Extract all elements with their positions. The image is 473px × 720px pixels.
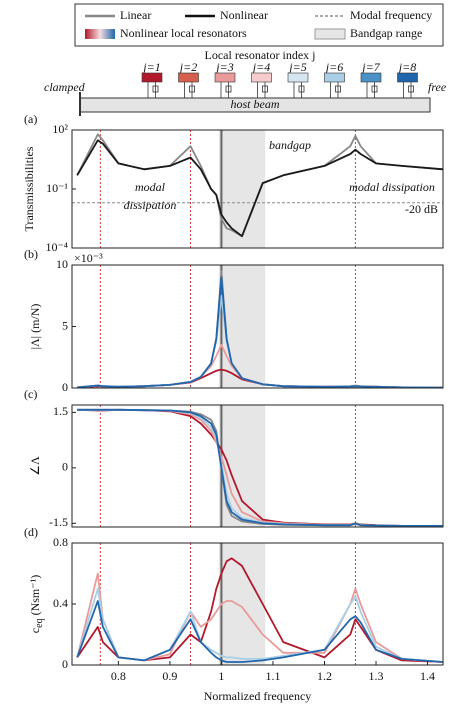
y-tick-label: 0 — [62, 460, 68, 474]
annotation: dissipation — [124, 198, 177, 212]
legend-label: Nonlinear — [220, 8, 268, 22]
y-tick-label: 0 — [62, 657, 68, 671]
x-tick-label: 1.4 — [420, 669, 435, 683]
y-tick-label: 10⁻¹ — [46, 181, 68, 195]
beam-label: host beam — [231, 97, 280, 111]
clamped-label: clamped — [44, 80, 86, 94]
legend-label: Nonlinear local resonators — [120, 26, 247, 40]
schematic-title: Local resonator index j — [205, 48, 316, 62]
annotation: -20 dB — [405, 202, 438, 216]
x-tick-label: 0.9 — [162, 669, 177, 683]
series-line — [76, 139, 444, 238]
x-tick-label: 1.1 — [265, 669, 280, 683]
x-tick-label: 1.2 — [317, 669, 332, 683]
y-axis-label-main: c — [28, 628, 42, 633]
annotation: modal dissipation — [349, 180, 435, 194]
x-tick-label: 1 — [218, 669, 224, 683]
x-axis-label: Normalized frequency — [204, 689, 312, 703]
series-line — [77, 276, 444, 389]
resonator-label: j=6 — [324, 60, 343, 74]
legend-label: Linear — [120, 8, 151, 22]
legend-swatch — [85, 29, 115, 39]
resonator-label: j=2 — [178, 60, 197, 74]
y-axis-label-sub: eq — [34, 618, 45, 627]
legend-box — [74, 3, 444, 47]
y-tick-label: 5 — [62, 318, 68, 332]
panel-label: (a) — [24, 112, 37, 126]
y-axis-label: ceq (Nsm⁻¹) — [28, 575, 46, 633]
resonator-mass — [360, 72, 382, 83]
y-axis-label: ∠Λ — [28, 456, 42, 476]
legend-swatch — [314, 28, 346, 40]
panel-label: (d) — [24, 525, 38, 539]
y-tick-label: 10² — [52, 122, 68, 136]
resonator-label: j=5 — [287, 60, 306, 74]
annotation: bandgap — [269, 138, 311, 152]
y-tick-label: 10 — [56, 257, 68, 271]
resonator-label: j=3 — [214, 60, 233, 74]
legend-label: Modal frequency — [350, 8, 432, 22]
bandgap-range — [218, 265, 266, 388]
legend-label: Bandgap range — [350, 26, 422, 40]
y-tick-label: -1.5 — [49, 515, 68, 529]
resonator-label: j=4 — [251, 60, 270, 74]
bandgap-range — [218, 130, 266, 248]
resonator-mass — [397, 72, 418, 83]
x-tick-label: 0.8 — [111, 669, 126, 683]
series-line — [77, 408, 443, 527]
y-tick-label: 10⁻⁴ — [45, 240, 68, 254]
free-label: free — [428, 80, 447, 94]
annotation: modal — [135, 180, 166, 194]
resonator-mass — [251, 72, 272, 83]
y-tick-label: 0 — [62, 380, 68, 394]
resonator-mass — [287, 72, 309, 83]
resonator-mass — [141, 72, 163, 83]
plot-frame — [71, 404, 444, 528]
x-tick-label: 1.3 — [369, 669, 384, 683]
resonator-label: j=1 — [141, 60, 160, 74]
series-line — [76, 600, 444, 663]
resonator-label: j=7 — [360, 60, 380, 74]
resonator-mass — [178, 72, 199, 83]
y-tick-label: 0.8 — [53, 535, 68, 549]
resonator-label: j=8 — [397, 60, 416, 74]
axis-multiplier: ×10⁻³ — [74, 251, 103, 265]
y-axis-label: |Λ| (m/N) — [28, 304, 42, 350]
y-axis-label-unit: (Nsm⁻¹) — [28, 575, 42, 616]
panel-label: (c) — [24, 387, 37, 401]
panel-label: (b) — [24, 247, 38, 261]
bandgap-range — [218, 405, 266, 527]
y-tick-label: 0.4 — [53, 596, 68, 610]
resonator-mass — [214, 72, 236, 83]
y-tick-label: 1.5 — [53, 404, 68, 418]
resonator-mass — [324, 72, 345, 83]
y-axis-label: Transmissibilities — [22, 146, 36, 231]
